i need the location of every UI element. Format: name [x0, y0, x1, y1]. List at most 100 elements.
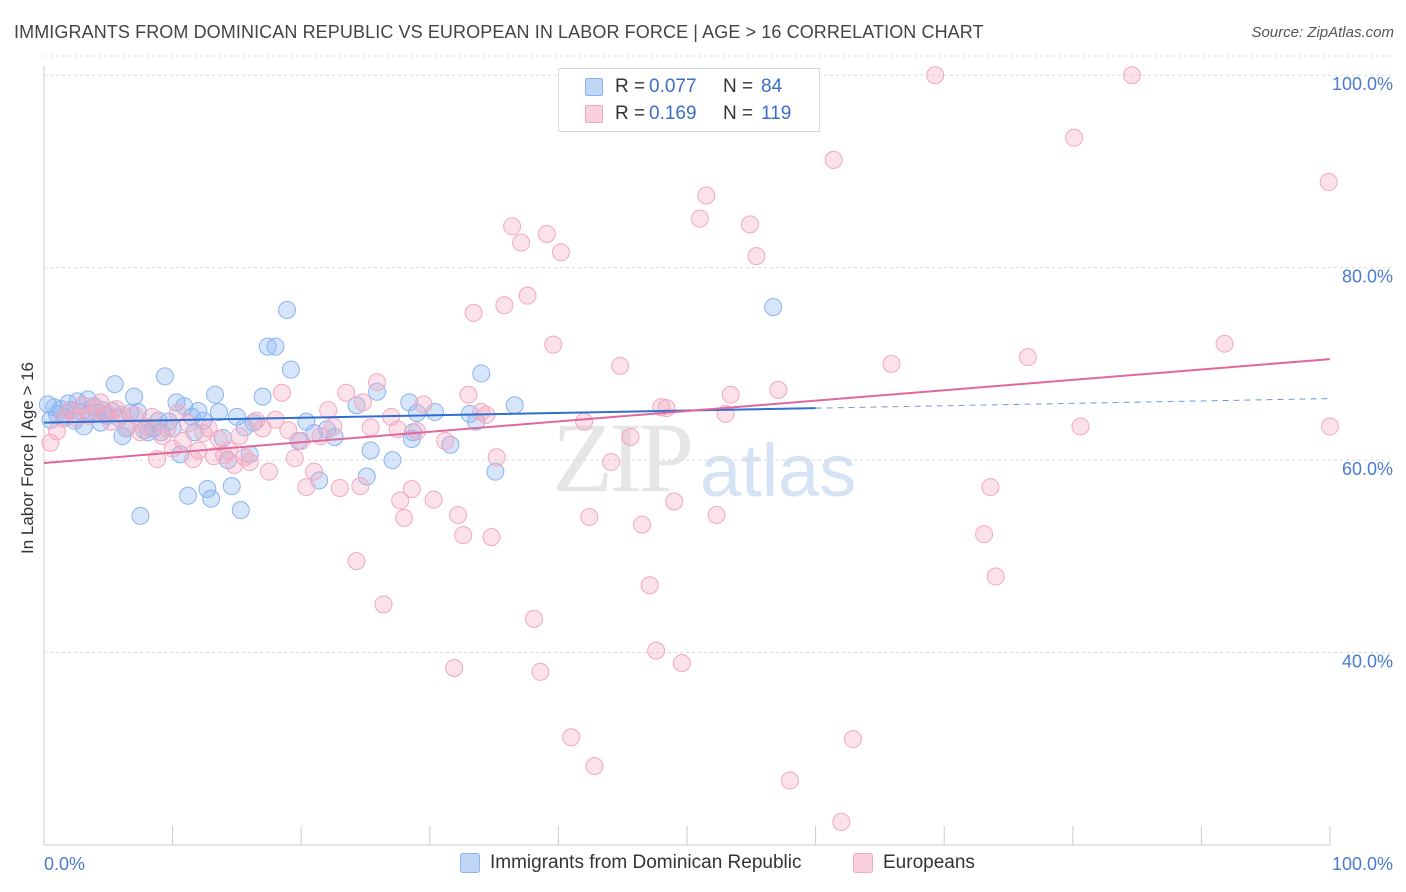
point-european: [247, 411, 266, 430]
point-dominican: [278, 301, 297, 320]
trend-line-dominican-extension: [815, 398, 1331, 409]
point-european: [91, 393, 110, 412]
point-european: [230, 427, 249, 446]
point-european: [495, 296, 514, 315]
point-european: [235, 448, 254, 467]
point-european: [672, 654, 691, 673]
point-european: [832, 812, 851, 831]
point-european: [272, 383, 291, 402]
point-dominican: [206, 385, 225, 404]
point-european: [266, 410, 285, 429]
point-dominican: [125, 387, 144, 406]
point-european: [454, 526, 473, 545]
point-dominican: [209, 403, 228, 422]
point-dominican: [357, 467, 376, 486]
point-european: [602, 453, 621, 472]
point-european: [1071, 417, 1090, 436]
point-european: [721, 385, 740, 404]
point-european: [41, 433, 60, 452]
point-european: [173, 431, 192, 450]
point-european: [361, 418, 380, 437]
point-european: [1321, 417, 1339, 436]
point-dominican: [155, 367, 174, 386]
point-dominican: [258, 337, 277, 356]
point-european: [107, 400, 126, 419]
point-european: [414, 395, 433, 414]
point-dominican: [179, 486, 198, 505]
y-tick-label: 100.0%: [1332, 74, 1393, 94]
trend-line-europeans: [43, 358, 1331, 465]
point-european: [347, 552, 366, 571]
point-european: [209, 429, 228, 448]
point-european: [482, 528, 501, 547]
point-european: [640, 576, 659, 595]
r-label: R =: [615, 103, 646, 124]
point-dominican: [368, 382, 387, 401]
n-label: N =: [723, 76, 754, 97]
point-dominican: [222, 477, 241, 496]
n-value: 84: [761, 76, 783, 97]
point-dominican: [175, 397, 194, 416]
legend-item-europeans[interactable]: Europeans: [853, 852, 975, 874]
point-european: [407, 422, 426, 441]
point-european: [769, 380, 788, 399]
point-european: [747, 247, 766, 266]
point-european: [86, 399, 105, 418]
point-european: [824, 150, 843, 169]
legend-label-dominican: Immigrants from Dominican Republic: [490, 852, 802, 873]
point-european: [981, 478, 1000, 497]
point-european: [632, 515, 651, 534]
point-european: [537, 225, 556, 244]
point-european: [220, 441, 239, 460]
point-european: [143, 407, 162, 426]
legend-swatch-europeans: [853, 853, 873, 873]
x-tick-label: 0.0%: [44, 854, 85, 874]
point-european: [179, 414, 198, 433]
legend-label-europeans: Europeans: [883, 852, 975, 873]
point-european: [279, 421, 298, 440]
point-european: [204, 447, 223, 466]
point-dominican: [231, 501, 250, 520]
point-european: [544, 335, 563, 354]
point-european: [487, 448, 506, 467]
point-european: [575, 412, 594, 431]
point-european: [253, 419, 272, 438]
point-european: [391, 491, 410, 510]
source-label: Source: ZipAtlas.com: [1251, 24, 1394, 41]
y-tick-label: 80.0%: [1342, 267, 1393, 287]
point-european: [665, 492, 684, 511]
point-european: [472, 403, 491, 422]
point-european: [112, 405, 131, 424]
r-label: R =: [615, 76, 646, 97]
watermark-atlas: atlas: [700, 429, 857, 512]
point-dominican: [227, 407, 246, 426]
point-european: [562, 728, 581, 747]
point-european: [1122, 66, 1141, 85]
point-european: [125, 405, 144, 424]
point-european: [137, 417, 156, 436]
point-european: [707, 505, 726, 524]
point-dominican: [253, 387, 272, 406]
point-european: [531, 662, 550, 681]
point-european: [1065, 128, 1084, 147]
point-dominican: [383, 451, 402, 470]
legend-swatch-europeans: [585, 105, 603, 123]
tick-labels: 40.0% 60.0% 80.0% 100.0% 0.0% 100.0%: [44, 74, 1393, 874]
point-european: [611, 356, 630, 375]
point-european: [518, 286, 537, 305]
point-european: [1215, 334, 1234, 353]
point-european: [580, 507, 599, 526]
point-european: [464, 303, 483, 322]
point-dominican: [467, 412, 486, 431]
n-label: N =: [723, 103, 754, 124]
point-european: [436, 431, 455, 450]
legend-swatch-dominican: [460, 853, 480, 873]
point-european: [319, 401, 338, 420]
series-europeans-points: [41, 66, 1339, 831]
point-dominican: [505, 396, 524, 415]
point-dominican: [202, 489, 221, 508]
point-dominican: [486, 462, 505, 481]
point-dominican: [361, 441, 380, 460]
point-european: [512, 233, 531, 252]
legend-item-dominican[interactable]: Immigrants from Dominican Republic: [460, 852, 802, 874]
